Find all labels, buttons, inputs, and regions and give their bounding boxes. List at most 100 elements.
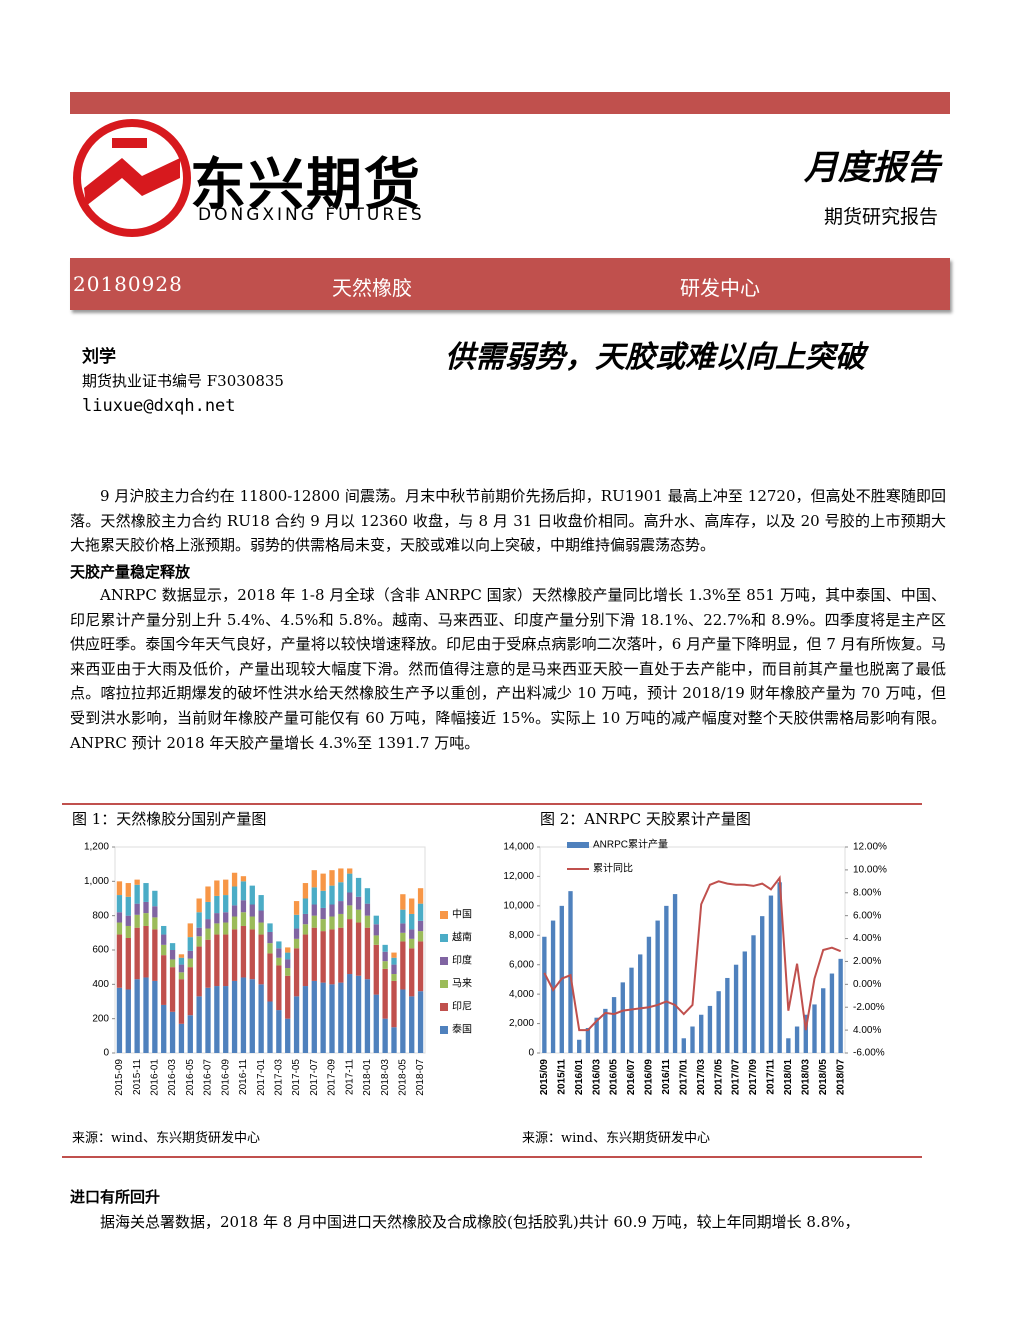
report-date: 20180928 [73,272,183,296]
bar-segment [258,984,264,1053]
bar-segment [205,919,211,929]
bar-segment [125,989,131,1053]
x-tick-label: 2018-07 [415,1059,426,1096]
bar-segment [302,934,309,987]
bar-segment [152,906,158,918]
y-tick-label: 800 [92,910,109,921]
bar-segment [178,979,185,1024]
bar-segment [293,996,300,1053]
report-subtype: 期货研究报告 [823,206,938,228]
x-tick-label: 2015/09 [539,1059,550,1096]
headline: 供需弱势，天胶或难以向上突破 [445,340,865,375]
bar [638,954,643,1053]
bar-segment [187,1015,193,1053]
bar-segment [152,917,158,930]
bar-segment [116,895,123,913]
bar [594,1017,599,1053]
bar-segment [152,980,158,1053]
x-tick-label: 2016/11 [661,1059,672,1095]
bar-segment [276,941,282,949]
author-email: liuxue@dxqh.net [82,396,236,416]
line [543,875,842,1032]
x-tick-label: 2018-01 [362,1059,373,1096]
bar-segment [373,935,379,945]
bar-segment [311,870,317,888]
bar-segment [400,909,406,924]
bar-segment [258,910,264,923]
bar-segment [311,927,317,981]
x-tick-label: 2017-09 [327,1059,338,1096]
bar-segment [125,896,131,916]
bar-segment [293,948,300,997]
x-tick-label: 2018/01 [783,1059,794,1096]
section-heading: 天胶产量稳定释放 [70,563,191,581]
bar-segment [400,941,406,990]
x-tick-label: 2017-01 [256,1059,267,1096]
rule [62,803,922,805]
y-tick-label: 0 [103,1048,109,1059]
bar-segment [347,905,353,920]
x-tick-label: 2018/05 [818,1059,829,1096]
bar [733,964,739,1053]
bar-segment [223,879,229,896]
y2-tick-label: 4.00% [853,1025,881,1036]
bar-segment [400,932,406,942]
chart: 0 2,000 4,000 6,000 8,000 10,000 12,000 14,000 2… [503,838,887,1096]
bar-segment [382,944,388,952]
bar-segment [240,925,247,978]
bar-segment [116,987,123,1053]
bar-segment [178,954,185,958]
bar-segment [196,927,202,937]
bar-segment [285,1018,291,1053]
bar-segment [258,922,264,935]
y2-tick-label: 6.00% [853,910,881,921]
x-tick-label: 2016-09 [220,1059,231,1096]
bar-segment [187,923,193,938]
bar-segment [391,980,397,1028]
bar-segment [240,977,247,1053]
x-tick-label: 2017/03 [696,1059,707,1096]
commodity: 天然橡胶 [332,276,412,300]
plot-area [539,846,846,1054]
bar-segment [143,913,149,926]
y-tick-label: 400 [92,979,109,990]
paragraph: 9 月沪胶主力合约在 11800-12800 间震荡。月末中秋节前期价先扬后抑，… [70,487,946,555]
bar [542,936,547,1053]
bar-segment [409,938,415,949]
y2-tick-label: -2.00% [853,1002,885,1013]
x-tick-label: 2017/09 [748,1059,759,1096]
bar-segment [302,883,309,899]
bar [812,1004,817,1053]
bar-segment [223,912,229,923]
bar-segment [223,922,229,935]
bar-segment [116,881,123,896]
info-bar [70,258,950,310]
figure-source: 来源：wind、东兴期货研发中心 [72,1131,260,1146]
bar-segment [293,928,300,939]
bar-segment [320,890,326,908]
bar-segment [205,939,211,988]
legend-label: 累计同比 [593,862,633,875]
bar-segment [285,975,291,1019]
bar [664,905,669,1053]
bar-segment [231,980,238,1053]
bar-segment [347,868,353,874]
bar [681,1038,686,1053]
bar-segment [134,903,140,915]
bar-segment [400,923,406,933]
bar-segment [391,1027,397,1053]
bar-segment [169,950,176,960]
bar [838,958,843,1053]
section-heading: 进口有所回升 [70,1188,161,1206]
bar-segment [320,907,326,920]
bar-segment [355,877,362,897]
bar-segment [409,898,415,914]
x-tick-label: 2018/07 [835,1059,846,1096]
bar-segment [196,912,202,928]
x-tick-label: 2016-03 [167,1059,178,1096]
bar-segment [169,959,176,968]
bar-segment [125,925,131,938]
x-tick-label: 2017/01 [678,1059,689,1096]
legend-swatch [440,934,448,942]
bar-segment [364,915,371,928]
